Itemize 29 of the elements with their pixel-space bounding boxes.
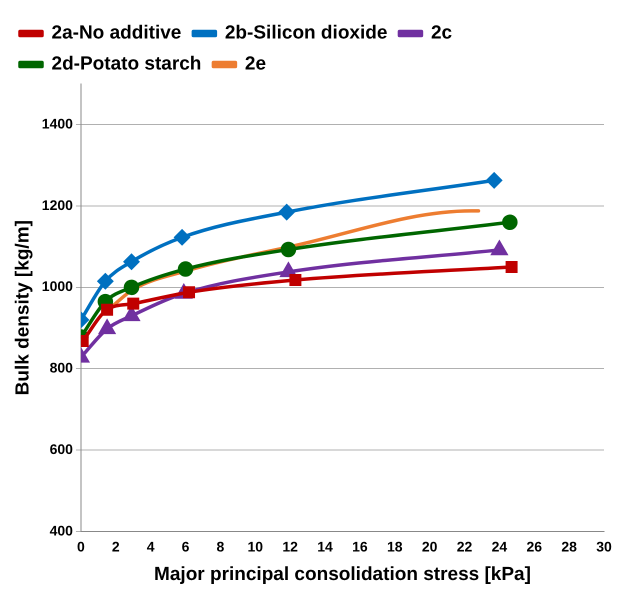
legend-label: 2b-Silicon dioxide — [224, 22, 388, 44]
x-tick-label: 16 — [352, 538, 368, 555]
x-tick-label: 12 — [282, 538, 298, 555]
x-tick-label: 8 — [216, 538, 225, 555]
x-tick-label: 2 — [112, 538, 120, 555]
x-tick-label: 4 — [146, 538, 155, 555]
x-tick-label: 30 — [596, 538, 612, 555]
x-tick-label: 14 — [317, 538, 334, 555]
y-tick-label: 1200 — [42, 196, 74, 213]
x-tick-label: 18 — [386, 538, 403, 555]
x-tick-label: 22 — [456, 538, 473, 555]
legend-label: 2a-No additive — [52, 22, 182, 44]
y-tick-label: 800 — [50, 360, 74, 376]
x-tick-label: 0 — [77, 538, 86, 555]
y-tick-label: 1000 — [42, 278, 74, 294]
legend-label: 2c — [430, 22, 453, 44]
x-tick-label: 26 — [526, 538, 542, 555]
x-tick-label: 20 — [422, 538, 438, 555]
x-axis-title: Major principal consolidation stress [kPa] — [154, 564, 531, 585]
x-tick-label: 6 — [182, 538, 190, 555]
x-tick-label: 24 — [492, 538, 508, 555]
x-tick-label: 28 — [561, 538, 578, 555]
legend-label: 2d-Potato starch — [52, 54, 202, 75]
y-tick-label: 1400 — [42, 116, 74, 132]
y-axis-title: Bulk density [kg/m] — [12, 220, 34, 396]
y-tick-label: 400 — [50, 522, 74, 538]
x-tick-label: 10 — [248, 538, 264, 555]
legend-label: 2e — [244, 54, 266, 75]
y-tick-label: 600 — [50, 440, 74, 457]
